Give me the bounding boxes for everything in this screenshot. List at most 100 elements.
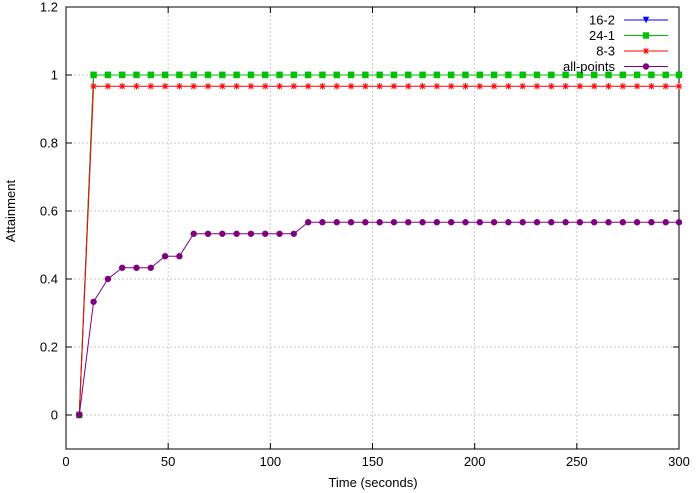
- data-point-all-points: [619, 219, 627, 226]
- y-tick-label: 1: [51, 68, 58, 83]
- data-point-8-3: [562, 83, 569, 90]
- data-point-all-points: [433, 219, 441, 226]
- star-stroke: [90, 83, 97, 89]
- data-point-24-1: [619, 71, 627, 79]
- data-point-8-3: [190, 83, 197, 90]
- data-point-all-points: [376, 219, 383, 226]
- data-point-all-points: [519, 219, 526, 226]
- data-point-all-points: [476, 219, 483, 226]
- star-stroke: [643, 48, 649, 54]
- data-point-all-points: [233, 230, 240, 237]
- star-stroke: [662, 83, 669, 89]
- x-tick-label: 300: [668, 454, 690, 469]
- data-point-8-3: [433, 83, 441, 90]
- data-point-24-1: [304, 71, 312, 79]
- data-point-24-1: [176, 71, 183, 79]
- data-point-8-3: [147, 83, 154, 90]
- data-point-8-3: [548, 83, 555, 90]
- data-point-24-1: [204, 71, 212, 79]
- legend-item-8-3: 8-3: [596, 44, 668, 59]
- star-stroke: [462, 83, 469, 89]
- data-point-8-3: [376, 83, 383, 90]
- data-point-24-1: [433, 71, 441, 79]
- data-point-8-3: [204, 83, 212, 90]
- data-point-all-points: [262, 230, 269, 237]
- y-axis-title: Attainment: [3, 180, 18, 243]
- star-stroke: [276, 83, 283, 89]
- data-point-all-points: [333, 219, 340, 226]
- data-point-24-1: [505, 71, 512, 79]
- legend-item-all-points: all-points: [563, 59, 668, 74]
- axes: 0 50 100 150 200 250 300 0 0.2 0.4 0.6 0.8 1 1.2: [40, 0, 690, 469]
- data-point-all-points: [447, 219, 455, 226]
- data-point-all-points: [648, 219, 655, 226]
- star-stroke: [362, 83, 369, 89]
- data-point-8-3: [619, 83, 627, 90]
- x-tick-label: 0: [62, 454, 69, 469]
- data-point-all-points: [605, 219, 612, 226]
- grid: [66, 7, 679, 449]
- data-point-all-points: [104, 275, 112, 283]
- data-point-8-3: [462, 83, 469, 90]
- data-point-24-1: [319, 71, 326, 79]
- star-stroke: [505, 83, 512, 89]
- data-point-8-3: [419, 83, 426, 90]
- data-point-8-3: [605, 83, 612, 90]
- data-point-24-1: [675, 71, 683, 79]
- plot-frame: [65, 6, 680, 450]
- data-point-8-3: [633, 83, 641, 90]
- data-point-24-1: [333, 71, 340, 79]
- data-point-24-1: [405, 71, 412, 79]
- legend-label: 24-1: [589, 28, 615, 43]
- series-24-1: [76, 71, 683, 419]
- data-point-24-1: [548, 71, 555, 79]
- data-point-all-points: [204, 230, 212, 237]
- data-point-8-3: [176, 83, 183, 90]
- data-point-8-3: [333, 83, 340, 90]
- y-tick-label: 1.2: [40, 0, 58, 15]
- star-stroke: [605, 83, 612, 89]
- data-point-24-1: [519, 71, 526, 79]
- data-point-24-1: [390, 71, 398, 79]
- data-point-8-3: [648, 83, 655, 90]
- data-point-24-1: [90, 71, 97, 79]
- data-point-8-3: [118, 83, 126, 90]
- data-point-24-1: [276, 71, 283, 79]
- data-point-24-1: [161, 71, 169, 79]
- data-point-8-3: [304, 83, 312, 90]
- y-tick-label: 0.6: [40, 204, 58, 219]
- star-stroke: [534, 83, 540, 89]
- data-point-all-points: [662, 219, 669, 226]
- data-point-all-points: [362, 219, 369, 226]
- data-point-all-points: [176, 253, 183, 260]
- data-point-8-3: [390, 83, 398, 90]
- y-tick-label: 0.4: [40, 272, 58, 287]
- star-stroke: [419, 83, 426, 89]
- data-point-24-1: [362, 71, 369, 79]
- data-point-8-3: [347, 83, 355, 90]
- data-point-all-points: [505, 219, 512, 226]
- series-line-16-2: [78, 74, 679, 416]
- data-point-24-1: [247, 71, 255, 79]
- data-point-8-3: [290, 83, 298, 90]
- data-point-all-points: [405, 219, 412, 226]
- series-line-24-1: [78, 74, 679, 416]
- series-all-points: [76, 219, 683, 419]
- series-8-3: [76, 83, 683, 419]
- data-point-24-1: [648, 71, 655, 79]
- star-stroke: [577, 83, 583, 89]
- series-line-all-points: [78, 221, 679, 416]
- star-stroke: [448, 83, 454, 89]
- star-stroke: [491, 83, 497, 89]
- legend-item-16-2: 16-2: [589, 13, 668, 28]
- data-point-8-3: [519, 83, 526, 90]
- data-point-8-3: [133, 83, 140, 90]
- star-stroke: [291, 83, 297, 89]
- star-stroke: [176, 83, 183, 89]
- data-point-all-points: [90, 298, 97, 305]
- data-point-24-1: [290, 71, 298, 79]
- y-tick-label: 0.8: [40, 136, 58, 151]
- data-point-all-points: [576, 219, 584, 226]
- data-point-24-1: [576, 71, 584, 79]
